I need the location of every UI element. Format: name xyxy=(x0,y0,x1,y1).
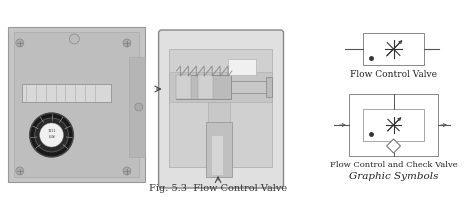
Bar xyxy=(176,75,191,99)
Bar xyxy=(14,32,139,177)
Text: Fig. 5.3  Flow Control Valve: Fig. 5.3 Flow Control Valve xyxy=(149,184,287,193)
Bar xyxy=(129,57,145,157)
Circle shape xyxy=(30,113,73,157)
Bar xyxy=(211,135,223,175)
Circle shape xyxy=(35,118,68,152)
Bar xyxy=(206,122,232,177)
Bar xyxy=(265,77,272,97)
Bar xyxy=(169,72,272,102)
Circle shape xyxy=(16,39,24,47)
Bar xyxy=(208,102,230,167)
FancyBboxPatch shape xyxy=(159,30,283,188)
Text: 1111: 1111 xyxy=(47,129,56,133)
Bar xyxy=(228,59,256,75)
Bar xyxy=(198,75,213,99)
Bar xyxy=(176,75,231,99)
Bar xyxy=(231,81,269,93)
Circle shape xyxy=(16,167,24,175)
Circle shape xyxy=(123,167,131,175)
Text: Flow Control and Check Valve: Flow Control and Check Valve xyxy=(330,161,457,169)
Circle shape xyxy=(123,39,131,47)
Bar xyxy=(363,109,424,141)
Circle shape xyxy=(135,103,143,111)
Polygon shape xyxy=(387,139,401,153)
Bar xyxy=(363,33,424,65)
Bar xyxy=(22,84,111,102)
Circle shape xyxy=(69,34,79,44)
Circle shape xyxy=(40,123,64,147)
Bar xyxy=(8,27,145,182)
Text: Graphic Symbols: Graphic Symbols xyxy=(349,172,438,181)
Bar xyxy=(169,49,272,167)
Bar xyxy=(349,94,438,156)
Text: Flow Control Valve: Flow Control Valve xyxy=(350,70,437,79)
Text: FLOW: FLOW xyxy=(48,135,55,139)
